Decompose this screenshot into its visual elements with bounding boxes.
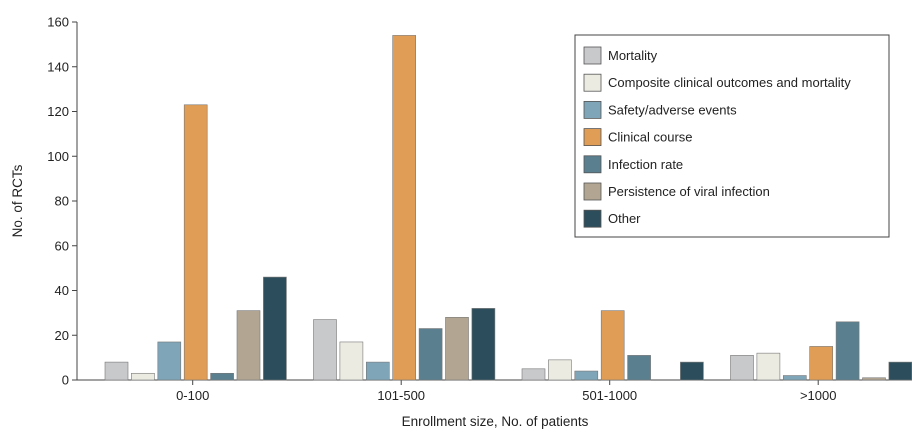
legend-swatch	[583, 209, 602, 228]
x-tick-label: 501-1000	[582, 388, 637, 403]
legend-box	[574, 34, 890, 238]
legend-swatch	[583, 182, 602, 201]
bar	[809, 346, 834, 381]
bar	[313, 319, 337, 381]
legend-label: Safety/adverse events	[608, 102, 737, 117]
y-tick-label: 120	[47, 104, 69, 119]
x-tick-label: 101-500	[377, 388, 425, 403]
bar	[365, 361, 390, 381]
bar	[104, 361, 129, 381]
bar	[574, 370, 599, 381]
legend-swatch	[583, 128, 602, 147]
bar	[210, 372, 234, 381]
y-tick-label: 40	[55, 283, 69, 298]
bar	[183, 104, 208, 381]
legend-swatch	[583, 73, 602, 92]
x-tick-label: >1000	[800, 388, 837, 403]
legend-swatch	[583, 101, 602, 119]
y-tick-label: 140	[47, 59, 69, 74]
bar	[548, 359, 572, 381]
legend-swatch	[583, 46, 602, 65]
bar	[782, 375, 807, 381]
bar	[862, 377, 886, 381]
bar	[131, 372, 155, 381]
bars	[104, 35, 912, 381]
bar	[730, 355, 754, 381]
legend-label: Persistence of viral infection	[608, 184, 770, 199]
bar	[835, 321, 860, 381]
bar	[756, 352, 781, 381]
legend: Mortality Composite clinical outcomes and…	[574, 34, 890, 238]
legend-label: Infection rate	[608, 157, 683, 172]
bar	[157, 341, 182, 381]
legend-label: Clinical course	[608, 130, 693, 145]
y-tick-label: 60	[55, 238, 69, 253]
bar	[392, 35, 417, 381]
y-tick-label: 20	[55, 328, 69, 343]
y-tick-label: 160	[47, 15, 69, 30]
legend-label: Composite clinical outcomes and mortalit…	[608, 75, 851, 90]
legend-label: Other	[608, 211, 641, 226]
bar	[339, 341, 364, 381]
y-tick-label: 0	[62, 373, 69, 388]
y-axis-title: No. of RCTs	[10, 164, 25, 237]
x-tick-label: 0-100	[176, 388, 209, 403]
y-axis: 0 20 40 60 80 100 120 140 160	[47, 15, 78, 388]
bar	[521, 368, 546, 381]
x-axis-title: Enrollment size, No. of patients	[402, 414, 589, 429]
x-axis: 0-100 101-500 501-1000 >1000	[77, 379, 912, 403]
bar	[600, 310, 625, 381]
bar	[888, 361, 912, 381]
bar	[236, 310, 261, 381]
legend-swatch	[583, 155, 602, 174]
bar	[263, 276, 287, 381]
bar	[418, 328, 443, 381]
y-tick-label: 100	[47, 149, 69, 164]
bar	[471, 308, 496, 381]
bar	[445, 317, 469, 381]
y-tick-label: 80	[55, 194, 69, 209]
bar	[627, 355, 651, 381]
legend-label: Mortality	[608, 48, 658, 63]
bar	[680, 361, 704, 381]
